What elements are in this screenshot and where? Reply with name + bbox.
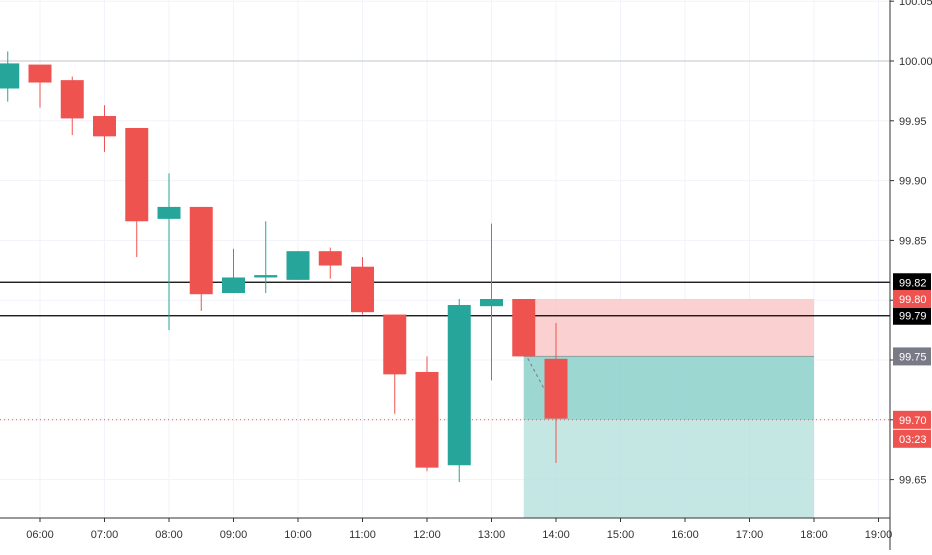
candle-down	[383, 314, 407, 414]
candle-down	[60, 76, 84, 136]
candle-down	[318, 247, 342, 279]
candle-body	[28, 64, 52, 83]
level-price-tag-bg	[893, 273, 931, 292]
candle-body	[351, 266, 374, 313]
stop-loss-zone	[523, 299, 814, 357]
candles	[0, 51, 568, 482]
entry-price-tag: 99.75	[893, 347, 931, 366]
candle-body	[254, 275, 278, 278]
candle-down	[415, 356, 439, 472]
entry-price-tag-label: 99.75	[899, 351, 927, 363]
time-tick-label: 07:00	[91, 529, 119, 541]
time-tick-label: 16:00	[671, 529, 699, 541]
stop-price-tag-label: 99.80	[899, 294, 927, 306]
time-tick-label: 06:00	[26, 529, 54, 541]
candle-up	[286, 251, 310, 280]
current-price-tag-label: 99.70	[899, 415, 927, 427]
current-price-tag-bg	[893, 410, 931, 429]
entry-connector-line	[527, 358, 547, 393]
candle-body	[222, 277, 245, 294]
price-tick-label: 100.00	[899, 56, 932, 68]
time-tick-label: 14:00	[542, 529, 570, 541]
level-price-tag: 99.79	[893, 306, 931, 325]
candle-up	[480, 223, 503, 381]
candle-down	[512, 299, 536, 357]
candle-up	[254, 221, 278, 294]
candle-up	[0, 51, 20, 102]
candle-body	[125, 127, 149, 222]
candle-down	[93, 105, 116, 152]
level-price-tag: 99.82	[893, 273, 931, 292]
level-price-tag-label: 99.79	[899, 311, 927, 323]
candle-body	[286, 251, 310, 280]
time-tick-label: 08:00	[155, 529, 183, 541]
position-tool[interactable]	[523, 299, 814, 518]
current-price-tag: 99.70	[893, 410, 931, 429]
time-tick-label: 11:00	[349, 529, 376, 541]
time-tick-label: 10:00	[284, 529, 312, 541]
candle-down	[125, 127, 149, 258]
entry-price-tag-bg	[893, 347, 931, 366]
stop-price-tag: 99.80	[893, 290, 931, 309]
candle-body	[544, 358, 568, 419]
time-tick-label: 17:00	[736, 529, 764, 541]
price-tick-label: 100.05	[899, 0, 932, 8]
candle-up	[157, 173, 181, 331]
candle-down	[28, 64, 52, 108]
time-tick-label: 15:00	[607, 529, 635, 541]
stop-price-tag-bg	[893, 290, 931, 309]
candle-body	[447, 304, 471, 466]
candle-body	[93, 116, 116, 137]
candle-down	[189, 206, 213, 311]
candle-body	[318, 251, 342, 266]
candle-up	[222, 248, 245, 294]
candle-body	[415, 371, 439, 468]
price-tick-label: 99.65	[899, 475, 927, 487]
time-tick-label: 12:00	[413, 529, 441, 541]
candle-down	[351, 257, 374, 315]
candle-up	[447, 299, 471, 482]
time-tick-label: 19:00	[865, 529, 893, 541]
price-tags: 99.82 99.79 99.80 99.75 99.70 03:23	[893, 273, 931, 448]
candle-body	[383, 314, 407, 375]
open-pnl-zone	[523, 356, 814, 420]
time-tick-label: 09:00	[220, 529, 248, 541]
take-profit-zone	[523, 356, 814, 518]
candle-body	[157, 206, 181, 219]
price-tick-label: 99.95	[899, 116, 927, 128]
candle-body	[0, 63, 20, 89]
bar-countdown-tag-bg	[893, 429, 931, 448]
candle-body	[480, 299, 503, 307]
candle-body	[512, 299, 536, 357]
price-tick-label: 99.85	[899, 235, 927, 247]
price-tick-label: 99.90	[899, 176, 927, 188]
bar-countdown-tag-label: 03:23	[899, 434, 927, 446]
bar-countdown-tag: 03:23	[893, 429, 931, 448]
time-tick-label: 13:00	[478, 529, 506, 541]
time-tick-label: 18:00	[800, 529, 828, 541]
candle-down	[544, 322, 568, 463]
candle-body	[60, 80, 84, 119]
candle-body	[189, 206, 213, 295]
level-price-tag-label: 99.82	[899, 277, 927, 289]
horizontal-lines	[0, 60, 890, 421]
level-price-tag-bg	[893, 306, 931, 325]
